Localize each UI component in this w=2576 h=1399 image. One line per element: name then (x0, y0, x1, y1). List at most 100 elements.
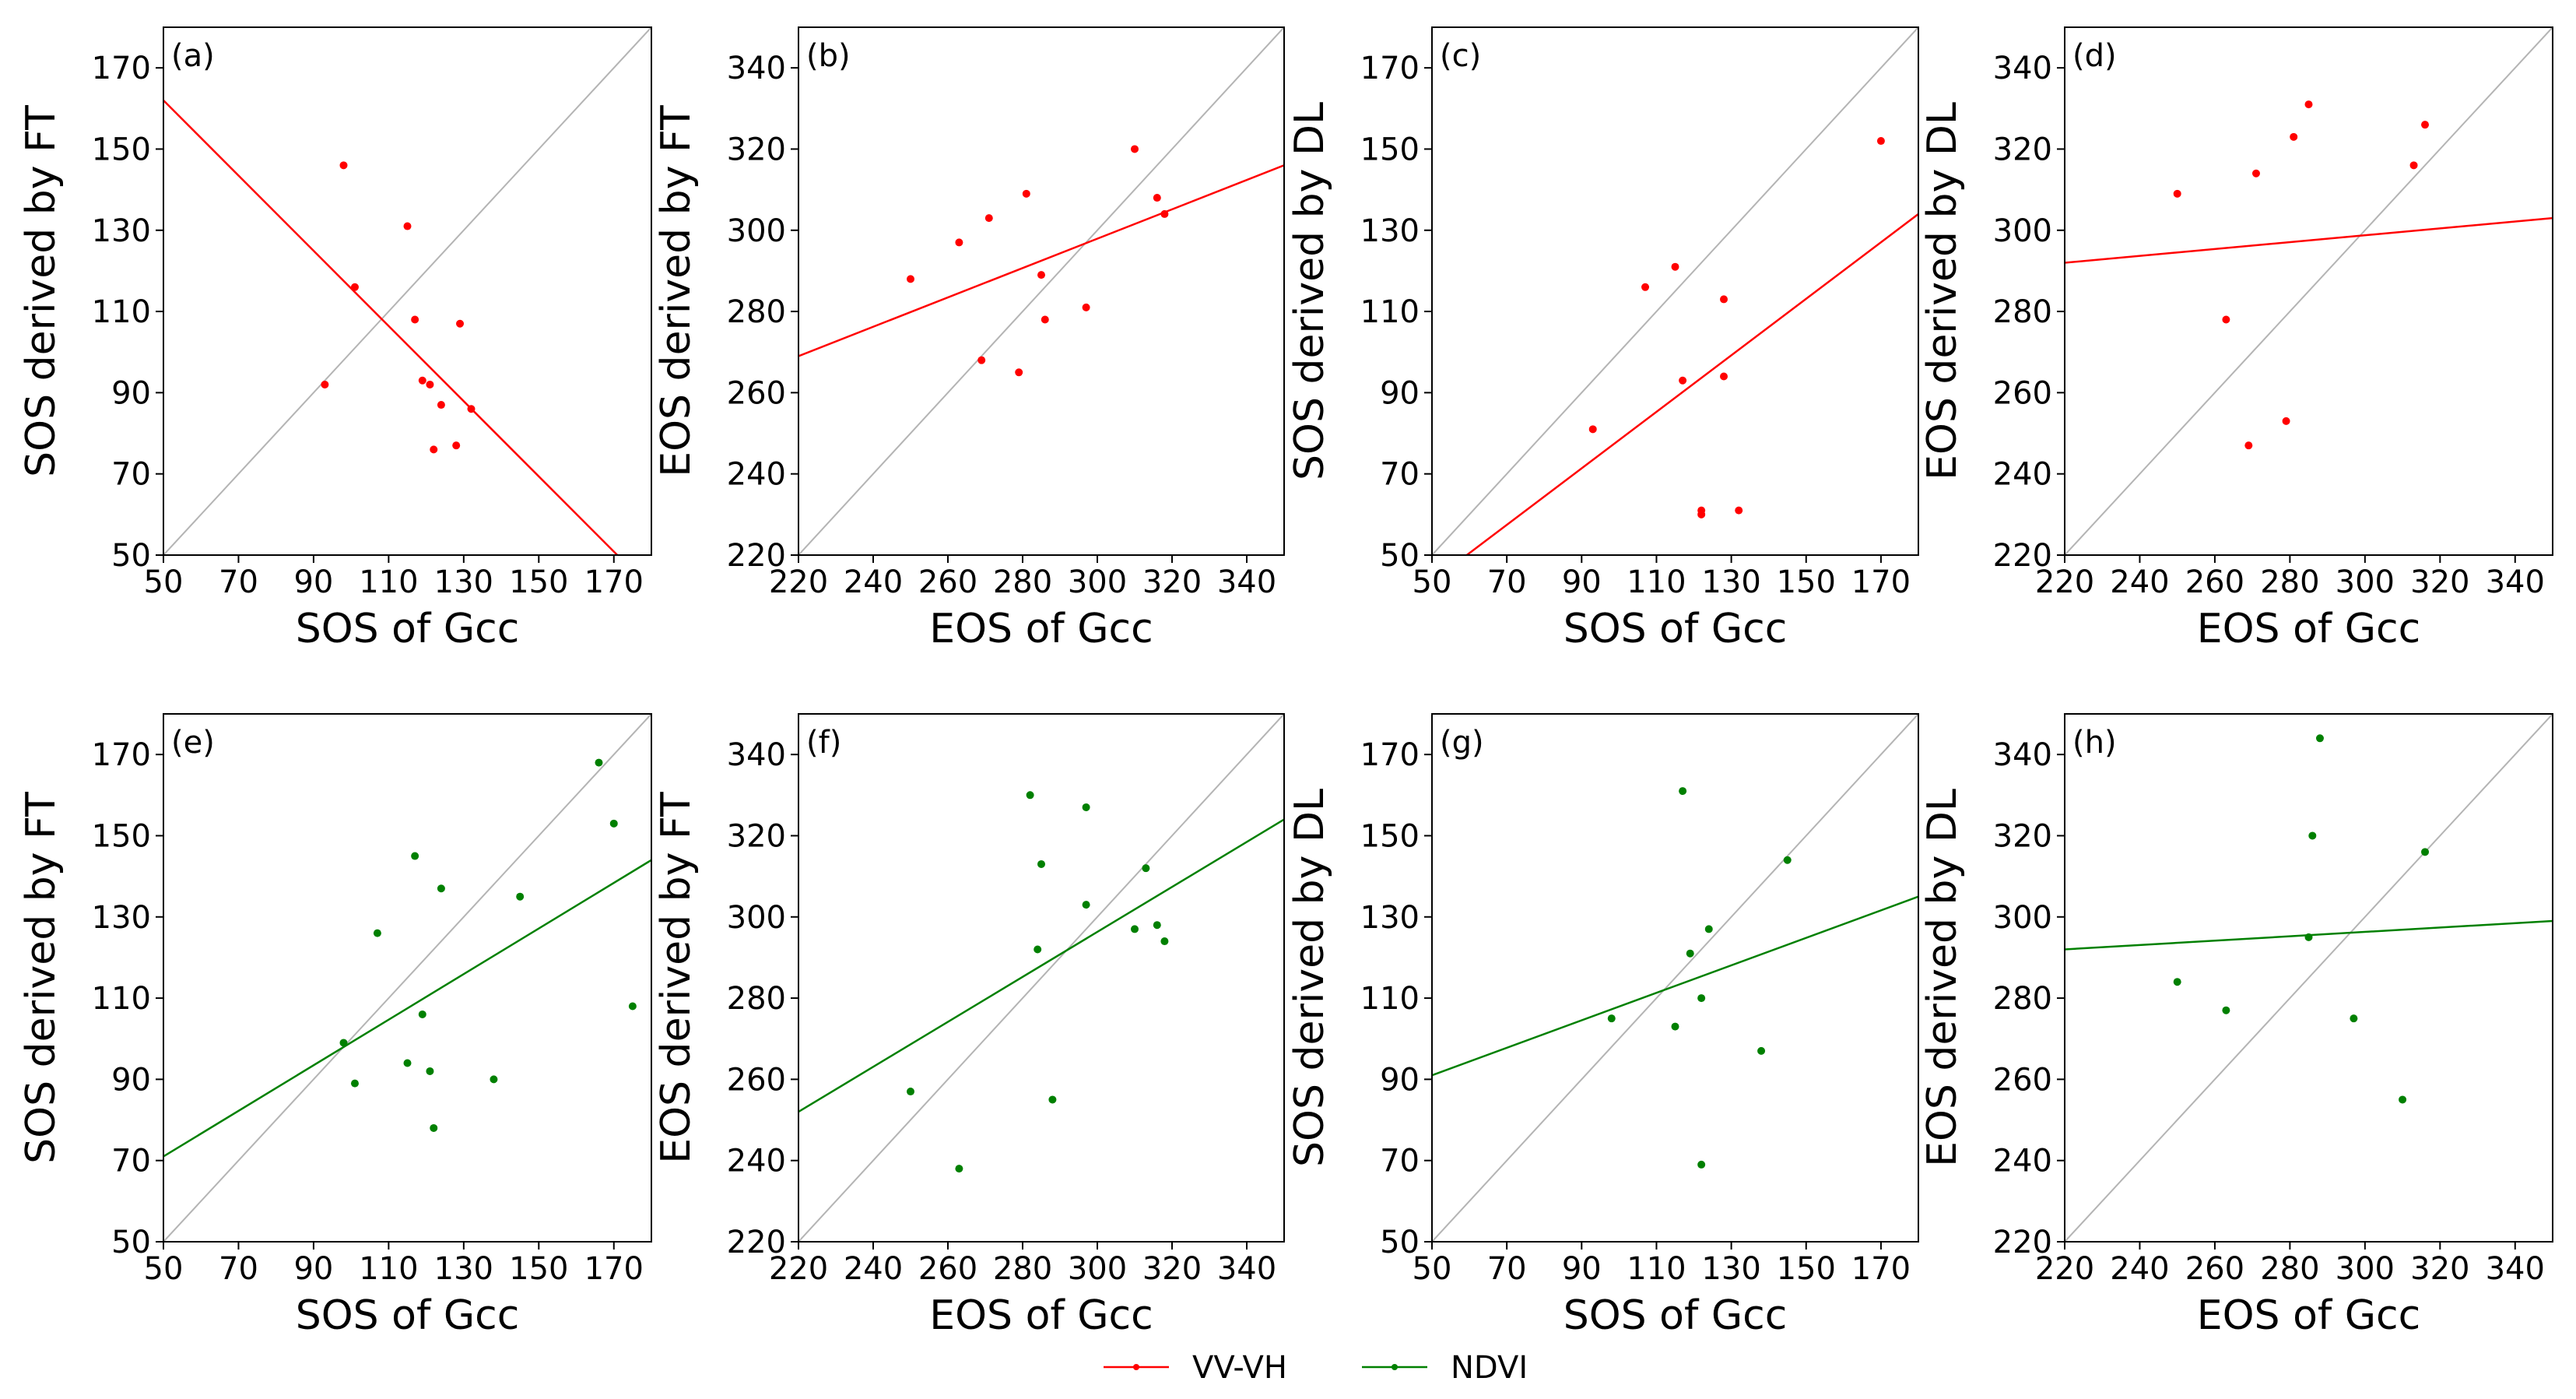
y-tick-label-b-5: 320 (727, 132, 786, 167)
data-point-g-0 (1607, 1014, 1616, 1023)
x-tick-label-b-3: 280 (993, 564, 1052, 600)
identity-line-a (163, 27, 651, 555)
data-point-g-4 (1697, 994, 1706, 1003)
data-point-e-4 (411, 852, 419, 860)
data-point-c-1 (1641, 283, 1650, 291)
x-tick-label-b-0: 220 (769, 564, 828, 600)
data-point-c-5 (1697, 510, 1706, 518)
data-point-c-2 (1671, 262, 1679, 271)
y-tick-label-d-3: 280 (1993, 294, 2052, 330)
x-tick-label-g-2: 90 (1562, 1251, 1602, 1287)
y-tick-label-e-5: 150 (92, 818, 151, 854)
data-point-b-5 (1022, 189, 1030, 198)
x-tick-label-e-4: 130 (434, 1251, 493, 1287)
data-point-e-2 (373, 929, 381, 937)
y-axis-label-a: SOS derived by FT (18, 105, 65, 477)
y-tick-label-g-3: 110 (1360, 981, 1420, 1017)
data-point-h-4 (2315, 734, 2324, 743)
data-point-d-0 (2173, 189, 2181, 198)
panel-c: 50 70 90 110 130 150 170 50 70 90 110 130 150 170 (c) S… (1286, 26, 1919, 652)
panel-h: 220 240 260 280 300 320 340 220 240 260 280 300 320 3… (1919, 713, 2553, 1339)
data-point-e-9 (490, 1075, 498, 1084)
y-tick-label-d-6: 340 (1993, 51, 2052, 86)
panels: 50 70 90 110 130 150 170 50 70 90 110 130 150 170 (a) S… (18, 26, 2553, 1339)
y-tick-label-b-3: 280 (727, 294, 786, 330)
y-tick-label-f-4: 300 (727, 900, 786, 936)
data-point-f-8 (1131, 925, 1139, 933)
data-point-f-5 (1048, 1095, 1057, 1104)
panel-g: 50 70 90 110 130 150 170 50 70 90 110 130 150 170 (g) S… (1286, 713, 1919, 1339)
y-tick-label-b-0: 220 (727, 538, 786, 574)
fit-line-a (163, 99, 619, 555)
data-point-h-3 (2308, 831, 2317, 840)
y-tick-label-g-1: 70 (1380, 1144, 1420, 1179)
data-point-a-10 (456, 319, 465, 328)
x-tick-label-g-1: 70 (1487, 1251, 1527, 1287)
x-tick-label-h-0: 220 (2035, 1251, 2094, 1287)
data-point-h-1 (2222, 1006, 2230, 1014)
x-tick-label-a-6: 170 (584, 564, 644, 600)
y-tick-label-h-2: 260 (1993, 1062, 2052, 1098)
data-point-d-5 (2290, 132, 2298, 141)
x-tick-label-d-1: 240 (2110, 564, 2169, 600)
legend-label-vv-vh: VV-VH (1192, 1350, 1287, 1386)
data-point-d-6 (2304, 100, 2313, 109)
data-point-h-5 (2350, 1014, 2358, 1023)
y-tick-label-f-3: 280 (727, 981, 786, 1017)
x-tick-label-c-6: 170 (1851, 564, 1911, 600)
x-tick-label-f-4: 300 (1068, 1251, 1127, 1287)
x-tick-label-f-0: 220 (769, 1251, 828, 1287)
x-tick-label-a-2: 90 (293, 564, 333, 600)
data-point-h-0 (2173, 978, 2181, 986)
axes-frame-e (163, 713, 652, 1243)
panel-label-d: (d) (2072, 38, 2117, 74)
x-tick-label-d-0: 220 (2035, 564, 2094, 600)
panel-label-h: (h) (2072, 725, 2117, 761)
y-tick-label-g-0: 50 (1380, 1225, 1420, 1260)
identity-line-e (163, 714, 651, 1242)
x-tick-label-c-2: 90 (1562, 564, 1602, 600)
x-tick-label-f-2: 260 (918, 1251, 977, 1287)
x-axis-label-e: SOS of Gcc (296, 1292, 520, 1339)
data-point-a-4 (411, 315, 419, 324)
legend-marker-vv-vh (1133, 1364, 1139, 1370)
y-tick-label-g-2: 90 (1380, 1062, 1420, 1098)
data-point-f-3 (1034, 945, 1042, 954)
y-axis-label-c: SOS derived by DL (1286, 102, 1333, 480)
axes-frame-f (798, 713, 1285, 1243)
x-tick-label-e-1: 70 (219, 1251, 258, 1287)
x-tick-label-c-4: 130 (1701, 564, 1760, 600)
data-point-f-1 (955, 1165, 963, 1173)
data-point-e-11 (595, 758, 603, 767)
x-tick-label-b-6: 340 (1217, 564, 1276, 600)
x-tick-label-a-0: 50 (144, 564, 184, 600)
data-point-f-4 (1037, 859, 1045, 868)
data-point-e-7 (430, 1123, 438, 1132)
y-tick-label-c-0: 50 (1380, 538, 1420, 574)
x-tick-label-g-3: 110 (1627, 1251, 1686, 1287)
data-point-f-11 (1160, 937, 1169, 946)
data-point-a-8 (437, 401, 445, 410)
data-point-a-11 (467, 405, 476, 413)
x-axis-label-g: SOS of Gcc (1563, 1292, 1788, 1339)
y-tick-label-h-3: 280 (1993, 981, 2052, 1017)
data-point-b-8 (1082, 303, 1090, 311)
axes-frame-a (163, 26, 652, 556)
data-point-c-7 (1720, 372, 1728, 381)
y-tick-label-e-6: 170 (92, 737, 151, 773)
identity-line-h (2065, 714, 2553, 1242)
y-tick-label-f-6: 340 (727, 737, 786, 773)
data-point-b-11 (1160, 209, 1169, 218)
data-point-a-9 (452, 441, 461, 450)
x-tick-label-a-4: 130 (434, 564, 493, 600)
data-point-f-10 (1153, 921, 1161, 930)
y-tick-label-a-0: 50 (111, 538, 151, 574)
data-point-b-2 (977, 356, 986, 364)
x-tick-label-d-2: 260 (2185, 564, 2244, 600)
data-point-e-1 (350, 1079, 359, 1088)
fit-line-b (798, 164, 1284, 357)
x-tick-label-f-3: 280 (993, 1251, 1052, 1287)
data-point-g-8 (1783, 856, 1792, 864)
y-tick-label-h-6: 340 (1993, 737, 2052, 773)
x-tick-label-f-5: 320 (1142, 1251, 1202, 1287)
